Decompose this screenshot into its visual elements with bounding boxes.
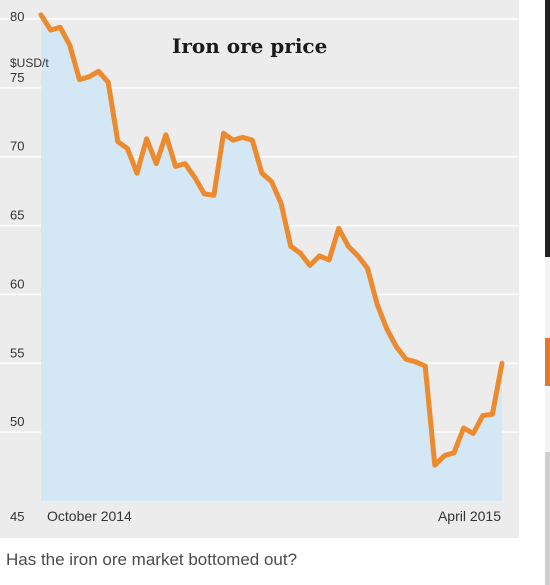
y-tick-label: 50 [10, 414, 24, 429]
y-tick-label: 70 [10, 139, 24, 154]
adjacent-content-edge [545, 0, 550, 585]
adjacent-panel-edge [545, 452, 550, 585]
y-tick-label: 75 [10, 70, 24, 85]
iron-ore-price-chart: 45 50 55 60 65 70 75 80 $USD/t Iron ore price O… [0, 9, 519, 524]
price-line [38, 12, 505, 468]
x-axis-end-label: April 2015 [438, 508, 501, 524]
y-tick-label: 45 [10, 509, 24, 524]
y-tick-label: 80 [10, 9, 24, 24]
caption: Has the iron ore market bottomed out? [6, 550, 298, 569]
y-tick-label: 65 [10, 208, 24, 223]
y-axis-unit-label: $USD/t [10, 56, 49, 70]
chart-title: Iron ore price [172, 34, 327, 58]
price-area-fill [41, 14, 502, 502]
y-tick-labels: 45 50 55 60 65 70 75 80 [10, 9, 24, 524]
chart-card: 45 50 55 60 65 70 75 80 $USD/t Iron ore price O… [0, 0, 519, 538]
adjacent-accent-edge [545, 338, 550, 386]
x-axis-start-label: October 2014 [47, 508, 132, 524]
y-tick-label: 55 [10, 345, 24, 360]
y-tick-label: 60 [10, 276, 24, 291]
adjacent-image-edge [545, 0, 550, 257]
